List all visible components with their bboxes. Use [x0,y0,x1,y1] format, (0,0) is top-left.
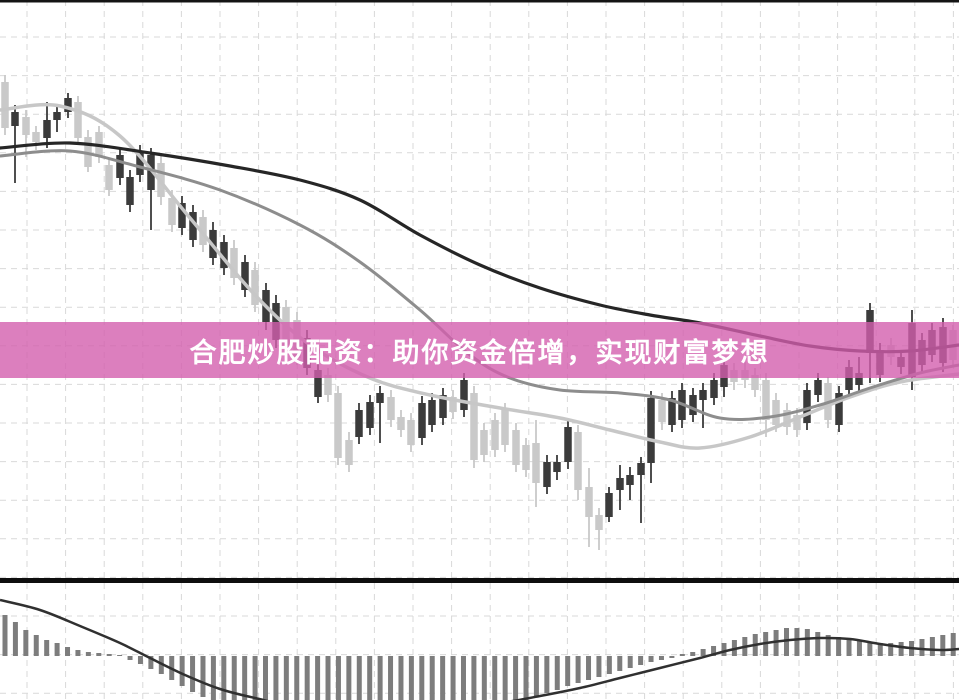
promo-banner-text: 合肥炒股配资：助你资金倍增，实现财富梦想 [189,337,770,368]
promo-banner: 合肥炒股配资：助你资金倍增，实现财富梦想 [0,322,959,378]
